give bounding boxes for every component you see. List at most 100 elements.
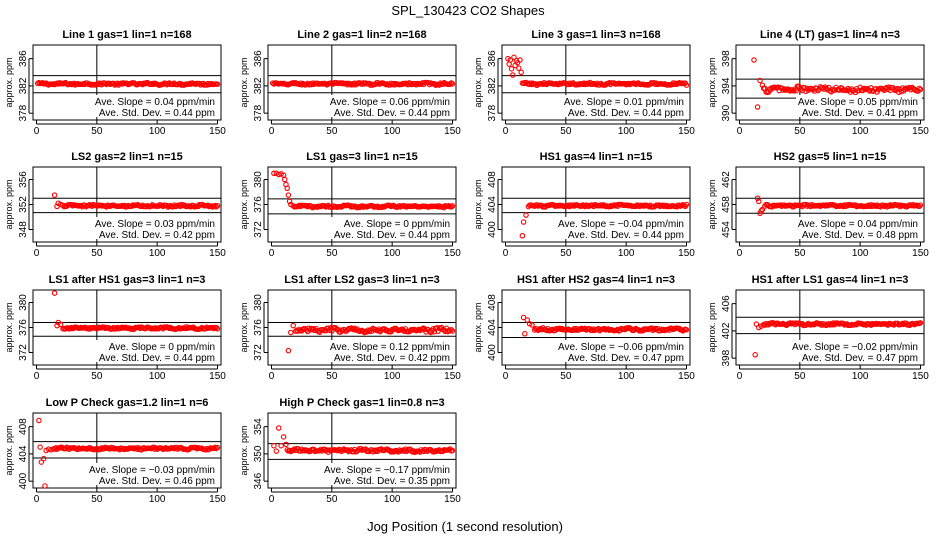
data-point bbox=[757, 77, 763, 84]
data-point bbox=[102, 80, 109, 87]
data-point bbox=[524, 317, 530, 323]
panel: Line 3 gas=1 lin=3 n=168 0 50 100 150 378 382 3… bbox=[473, 29, 695, 137]
y-tick-label: 386 bbox=[487, 50, 498, 67]
data-point bbox=[211, 325, 217, 332]
data-point bbox=[578, 203, 585, 209]
slope-annotation: Ave. Slope = −0.17 ppm/min bbox=[324, 465, 450, 476]
x-tick-label: 0 bbox=[503, 126, 509, 137]
data-point bbox=[517, 57, 523, 63]
slope-annotation: Ave. Slope = 0.06 ppm/min bbox=[330, 97, 450, 108]
panel: Line 1 gas=1 lin=1 n=168 0 50 100 150 378 382 3… bbox=[4, 29, 226, 137]
x-tick-label: 0 bbox=[737, 371, 743, 382]
x-tick-label: 150 bbox=[912, 248, 929, 259]
stddev-annotation: Ave. Std. Dev. = 0.44 ppm bbox=[334, 108, 450, 119]
data-point bbox=[448, 204, 455, 210]
y-tick-label: 382 bbox=[487, 77, 498, 94]
x-tick-label: 150 bbox=[209, 494, 226, 505]
data-point bbox=[754, 104, 761, 110]
x-tick-label: 150 bbox=[678, 248, 695, 259]
x-tick-label: 50 bbox=[326, 494, 338, 505]
y-tick-label: 390 bbox=[721, 104, 732, 121]
data-point bbox=[347, 448, 353, 454]
data-point bbox=[781, 86, 787, 92]
data-point bbox=[213, 204, 220, 210]
panel-title: Line 3 gas=1 lin=3 n=168 bbox=[531, 29, 660, 41]
data-point bbox=[523, 212, 529, 218]
data-point bbox=[449, 328, 456, 334]
data-point bbox=[288, 329, 294, 336]
data-point bbox=[280, 434, 287, 440]
x-tick-label: 100 bbox=[384, 126, 401, 137]
panel: HS1 after HS2 gas=4 lin=1 n=3 0 50 100 150 40… bbox=[473, 274, 695, 382]
x-tick-label: 150 bbox=[678, 126, 695, 137]
x-tick-label: 50 bbox=[326, 371, 338, 382]
y-tick-label: 458 bbox=[721, 196, 732, 213]
x-tick-label: 50 bbox=[560, 248, 572, 259]
data-point bbox=[522, 330, 528, 337]
x-tick-label: 50 bbox=[91, 126, 103, 137]
annotation-box bbox=[93, 340, 219, 362]
panel-title: LS1 gas=3 lin=1 n=15 bbox=[306, 151, 418, 163]
x-tick-label: 150 bbox=[209, 371, 226, 382]
data-point bbox=[391, 448, 398, 455]
data-point bbox=[856, 87, 862, 94]
x-tick-label: 0 bbox=[34, 248, 40, 259]
data-point bbox=[845, 85, 851, 92]
data-point bbox=[631, 326, 638, 333]
data-point bbox=[804, 203, 810, 209]
panel: High P Check gas=1 lin=0.8 n=3 0 50 100 150 3… bbox=[239, 397, 461, 505]
panel: HS1 after LS1 gas=4 lin=1 n=3 0 50 100 150 39… bbox=[707, 274, 929, 382]
stddev-annotation: Ave. Std. Dev. = 0.44 ppm bbox=[568, 108, 684, 119]
data-point bbox=[361, 329, 368, 336]
y-tick-label: 376 bbox=[18, 319, 29, 336]
y-axis-label: approx. ppm bbox=[4, 425, 14, 475]
slope-annotation: Ave. Slope = −0.06 ppm/min bbox=[558, 342, 684, 353]
stddev-annotation: Ave. Std. Dev. = 0.42 ppm bbox=[99, 230, 215, 241]
data-point bbox=[286, 447, 293, 454]
x-tick-label: 100 bbox=[384, 494, 401, 505]
x-tick-label: 150 bbox=[912, 126, 929, 137]
x-tick-label: 150 bbox=[209, 248, 226, 259]
data-point bbox=[917, 86, 924, 93]
y-axis-label: approx. ppm bbox=[473, 179, 483, 229]
y-axis-label: approx. ppm bbox=[239, 57, 249, 107]
data-point bbox=[758, 208, 764, 214]
data-point bbox=[284, 185, 290, 192]
slope-annotation: Ave. Slope = 0.04 ppm/min bbox=[95, 97, 215, 108]
data-point bbox=[193, 444, 199, 451]
y-tick-label: 378 bbox=[487, 104, 498, 121]
y-tick-label: 406 bbox=[721, 295, 732, 312]
slope-annotation: Ave. Slope = 0.03 ppm/min bbox=[95, 219, 215, 230]
data-point bbox=[917, 320, 924, 326]
annotation-box bbox=[93, 217, 219, 239]
x-tick-label: 50 bbox=[326, 126, 338, 137]
data-point bbox=[589, 327, 596, 334]
data-point bbox=[886, 203, 892, 209]
stddev-annotation: Ave. Std. Dev. = 0.48 ppm bbox=[802, 230, 918, 241]
data-point bbox=[165, 324, 171, 331]
data-point bbox=[273, 448, 280, 454]
stddev-annotation: Ave. Std. Dev. = 0.44 ppm bbox=[99, 353, 215, 364]
data-point bbox=[415, 326, 422, 333]
data-point bbox=[449, 447, 456, 454]
slope-annotation: Ave. Slope = 0.04 ppm/min bbox=[798, 219, 918, 230]
data-point bbox=[448, 326, 455, 333]
x-tick-label: 50 bbox=[794, 126, 806, 137]
y-tick-label: 386 bbox=[18, 50, 29, 67]
y-tick-label: 408 bbox=[487, 171, 498, 188]
data-point bbox=[780, 87, 786, 93]
annotation-box bbox=[328, 340, 454, 362]
data-point bbox=[886, 84, 892, 90]
data-point bbox=[582, 203, 588, 210]
panel-title: Low P Check gas=1.2 lin=1 n=6 bbox=[46, 397, 209, 409]
data-point bbox=[577, 326, 584, 333]
data-point bbox=[162, 80, 169, 87]
y-tick-label: 376 bbox=[253, 319, 264, 336]
panel-title: Line 2 gas=1 lin=2 n=168 bbox=[297, 29, 426, 41]
y-tick-label: 454 bbox=[721, 221, 732, 238]
data-point bbox=[430, 326, 436, 332]
data-point bbox=[278, 442, 284, 449]
data-point bbox=[182, 202, 188, 209]
plot-frame bbox=[32, 44, 222, 121]
data-point bbox=[598, 202, 604, 208]
